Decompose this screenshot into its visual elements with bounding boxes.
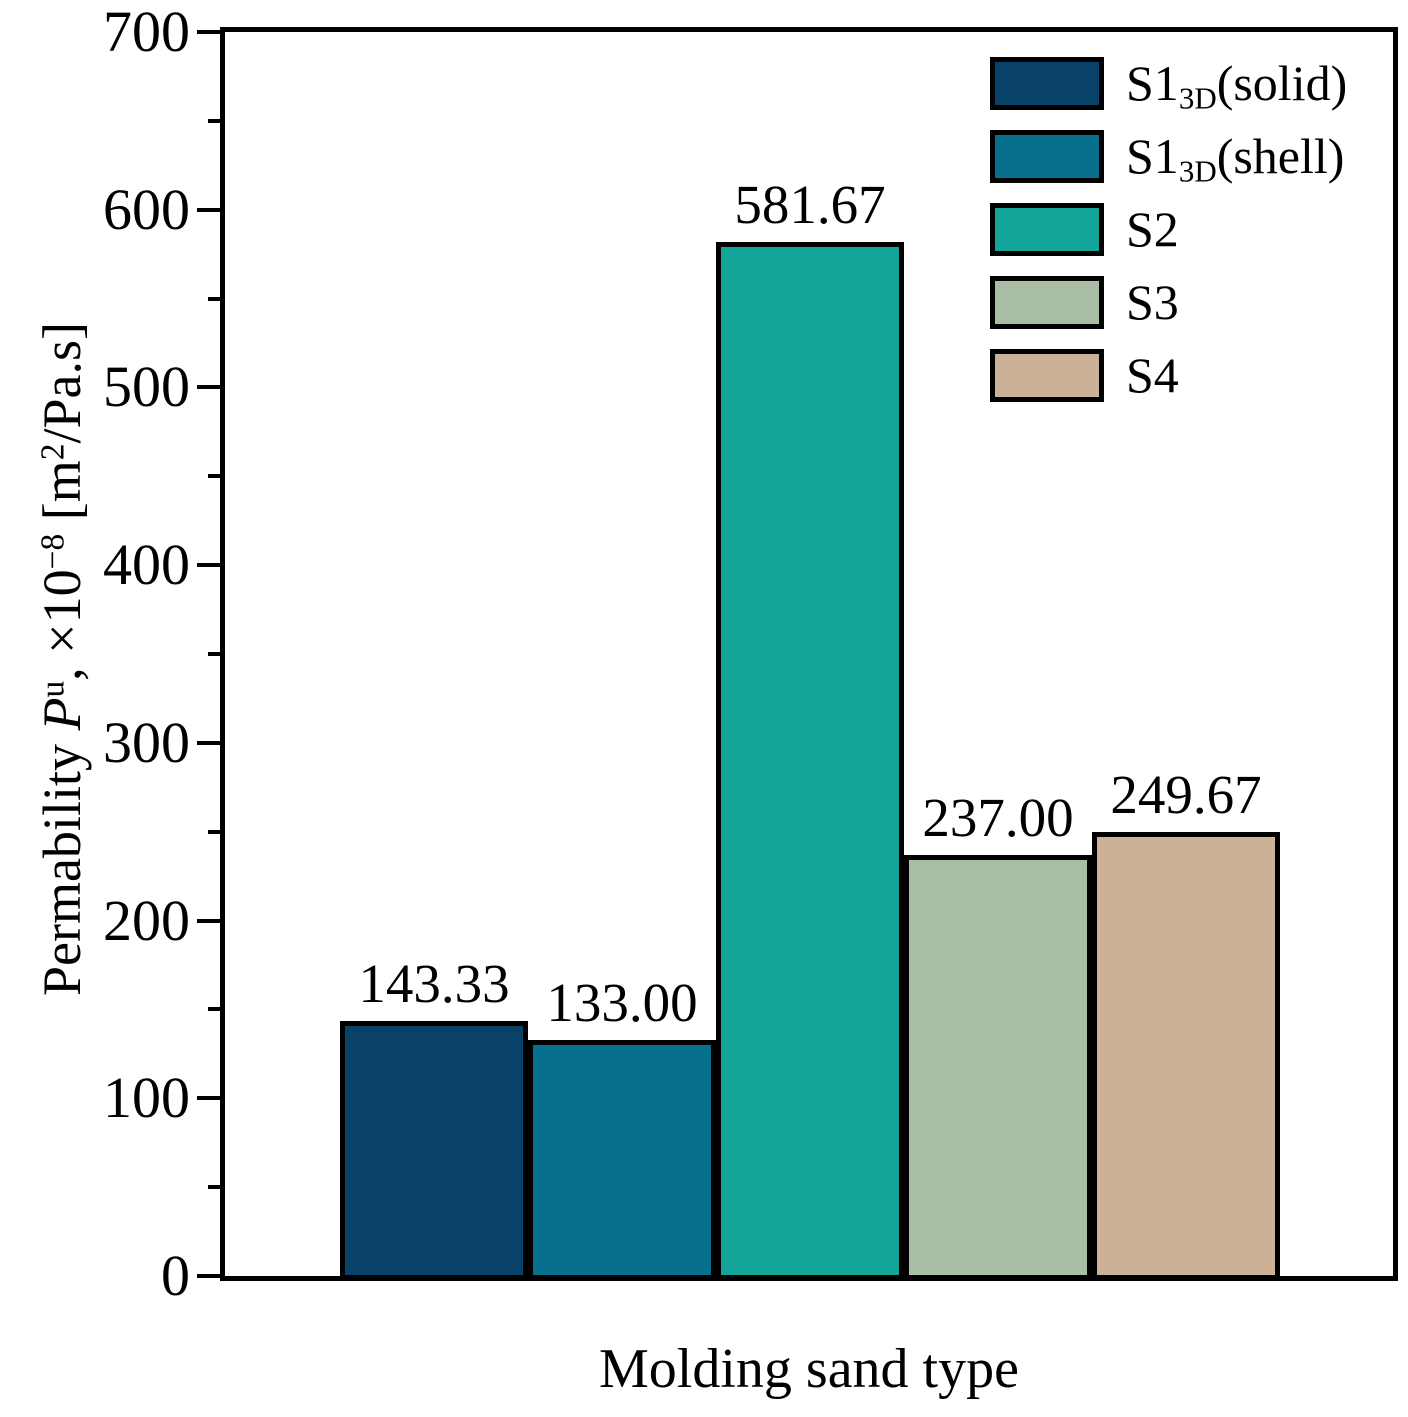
legend-swatch-S4 (990, 349, 1104, 402)
bar-value-label: 581.67 (734, 174, 886, 235)
bar-S1_3D(shell) (528, 1040, 716, 1280)
y-axis-tick-label: 700 (103, 0, 190, 64)
legend-label-S4: S4 (1126, 347, 1179, 403)
bar-S3 (904, 855, 1092, 1280)
y-axis-major-tick (197, 740, 221, 745)
y-axis-minor-tick (208, 296, 221, 301)
y-axis-major-tick (197, 918, 221, 923)
y-axis-tick-label: 200 (103, 887, 190, 953)
y-axis-tick-label: 500 (103, 354, 190, 420)
y-axis-tick-label: 300 (103, 709, 190, 775)
y-axis-major-tick (197, 207, 221, 212)
bar-value-label: 133.00 (546, 972, 698, 1033)
legend-swatch-S1_3D(solid) (990, 57, 1104, 110)
y-axis-major-tick (197, 563, 221, 568)
y-axis-tick-label: 400 (103, 532, 190, 598)
y-axis-minor-tick (208, 829, 221, 834)
y-axis-minor-tick (208, 652, 221, 656)
y-axis-major-tick (197, 1274, 221, 1278)
y-axis-tick-label: 100 (103, 1065, 190, 1131)
y-axis-tick-label: 0 (161, 1243, 190, 1308)
bar-value-label: 143.33 (358, 953, 510, 1014)
legend-label-S1_3D(shell): S13D(shell) (1126, 128, 1345, 189)
bar-S1_3D(solid) (340, 1021, 528, 1280)
legend-label-S3: S3 (1126, 274, 1179, 330)
y-axis-unit-superscript: 2 (34, 443, 72, 461)
y-axis-tick-label: 600 (103, 176, 190, 242)
y-axis-minor-tick (208, 1007, 221, 1012)
legend-swatch-S1_3D(shell) (990, 130, 1104, 183)
x-axis-title: Molding sand type (599, 1338, 1019, 1400)
bar-value-label: 237.00 (922, 787, 1074, 848)
legend-label-S2: S2 (1126, 201, 1179, 257)
y-axis-minor-tick (208, 118, 221, 123)
y-axis-unit-open: [m (32, 460, 92, 534)
y-axis-major-tick (197, 385, 221, 390)
legend-swatch-S2 (990, 203, 1104, 256)
y-axis-symbol-superscript: u (34, 680, 72, 698)
y-axis-minor-tick (208, 474, 221, 479)
legend-label-subscript: 3D (1178, 80, 1217, 116)
legend-swatch-S3 (990, 276, 1104, 329)
y-axis-major-tick (197, 30, 221, 34)
bar-S4 (1092, 832, 1280, 1280)
bar-S2 (716, 242, 904, 1280)
y-axis-major-tick (197, 1096, 221, 1101)
bar-value-label: 249.67 (1110, 764, 1262, 825)
legend-label-S1_3D(solid): S13D(solid) (1126, 55, 1348, 116)
legend-label-subscript: 3D (1178, 153, 1217, 189)
y-axis-minor-tick (208, 1185, 221, 1190)
